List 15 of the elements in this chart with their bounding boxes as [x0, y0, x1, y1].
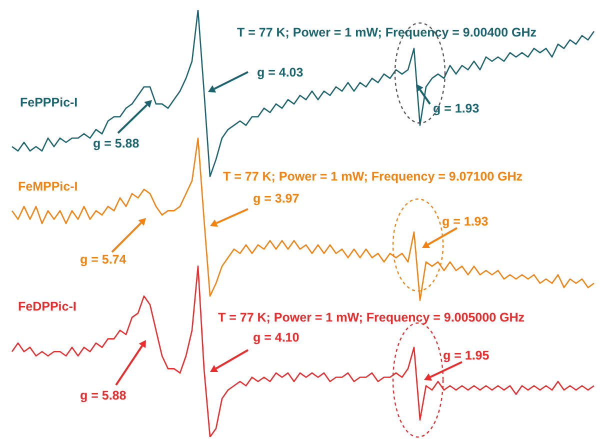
annotation: g = 5.88	[93, 136, 140, 150]
annotation: g = 1.93	[433, 101, 480, 116]
annotation: T = 77 K; Power = 1 mW; Frequency = 9.07100 GHz	[223, 169, 523, 184]
annotation: g = 3.97	[253, 191, 300, 206]
series-label: FeMPPic-I	[18, 179, 78, 194]
text: FeDPPic-I	[18, 299, 76, 314]
annotation: g = 4.03	[257, 65, 304, 80]
annotation: T = 77 K; Power = 1 mW; Frequency = 9.00400 GHz	[237, 25, 537, 40]
annotation: g = 1.93	[442, 214, 488, 228]
annotation: g = 1.95	[443, 348, 490, 362]
text: FePPPic-I	[20, 95, 78, 110]
annotation: g = 4.10	[253, 330, 300, 344]
annotation: g = 5.88	[80, 388, 126, 402]
annotation: g = 5.74	[80, 252, 126, 266]
annotation: T = 77 K; Power = 1 mW; Frequency = 9.005000 GHz	[218, 310, 524, 324]
